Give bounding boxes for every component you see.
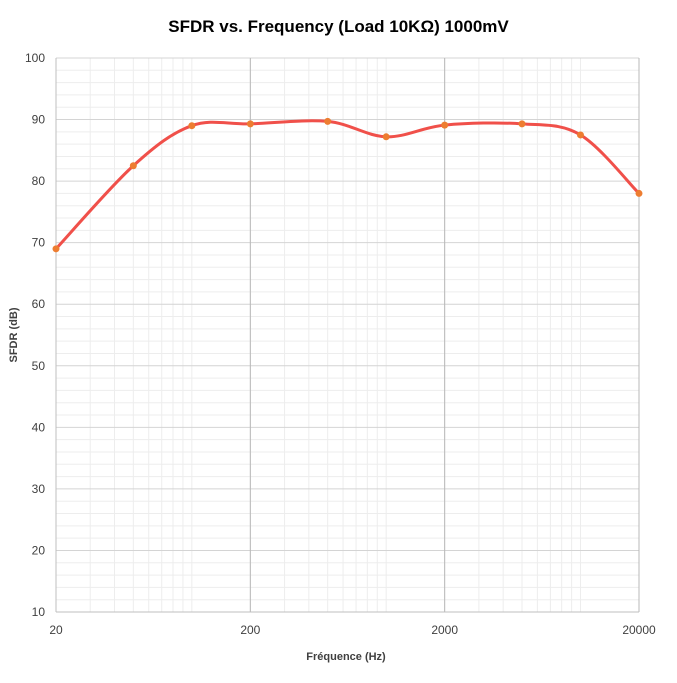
y-tick-label: 80 xyxy=(32,174,46,188)
y-tick-label: 100 xyxy=(25,51,45,65)
data-point xyxy=(188,122,196,130)
x-tick-label: 20 xyxy=(49,623,63,637)
data-point xyxy=(382,133,390,141)
y-tick-label: 70 xyxy=(32,236,46,250)
data-point xyxy=(576,131,584,139)
series-line xyxy=(54,119,641,251)
data-point xyxy=(246,120,254,128)
y-tick-label: 60 xyxy=(32,297,46,311)
data-point xyxy=(129,162,137,170)
x-tick-label: 2000 xyxy=(431,623,458,637)
grid xyxy=(55,57,640,613)
y-tick-label: 90 xyxy=(32,113,46,127)
y-tick-label: 40 xyxy=(32,420,46,434)
series xyxy=(52,117,643,253)
y-tick-label: 20 xyxy=(32,543,46,557)
y-tick-label: 30 xyxy=(32,482,46,496)
data-point xyxy=(324,117,332,125)
data-point xyxy=(635,189,643,197)
data-point xyxy=(52,245,60,253)
x-axis-label: Fréquence (Hz) xyxy=(306,651,386,663)
y-tick-label: 10 xyxy=(32,605,46,619)
y-tick-label: 50 xyxy=(32,359,46,373)
x-tick-label: 20000 xyxy=(622,623,656,637)
chart-title: SFDR vs. Frequency (Load 10KΩ) 1000mV xyxy=(168,17,509,36)
x-tick-label: 200 xyxy=(240,623,260,637)
data-point xyxy=(518,120,526,128)
data-point xyxy=(441,121,449,129)
y-axis-label: SFDR (dB) xyxy=(8,307,20,362)
